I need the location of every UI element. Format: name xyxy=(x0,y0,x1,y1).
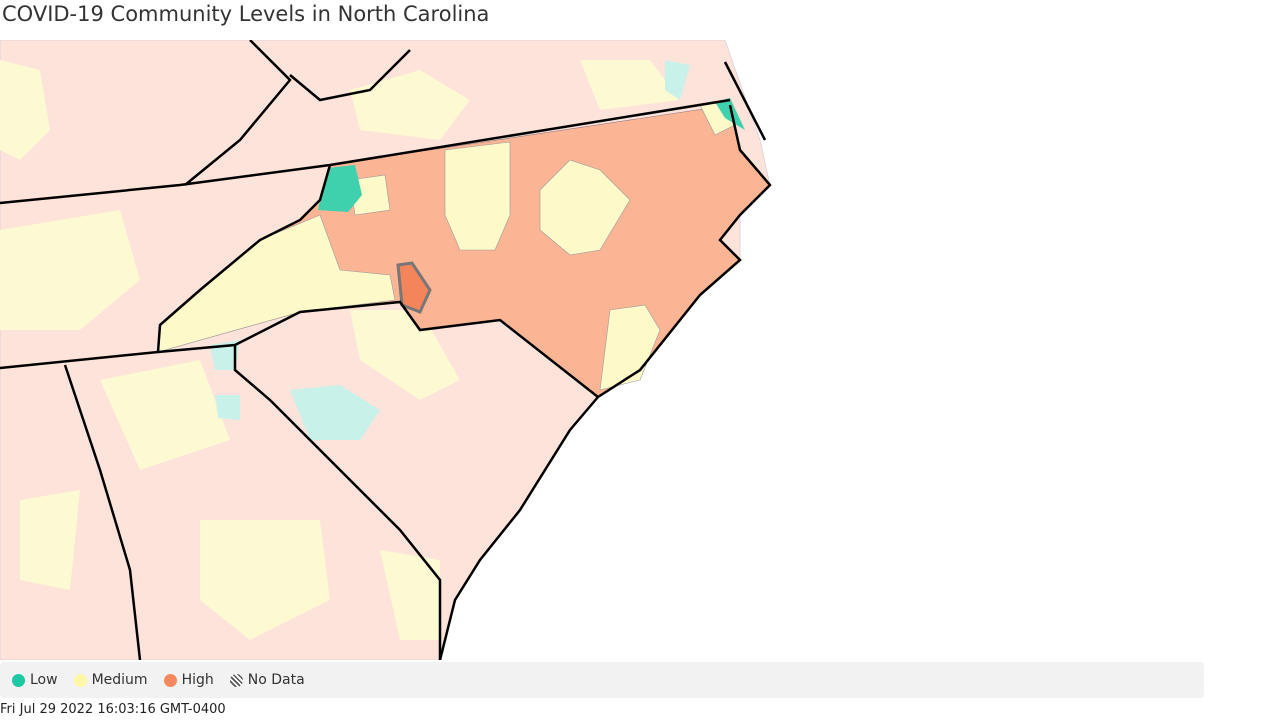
map-title: COVID-19 Community Levels in North Carol… xyxy=(2,2,490,26)
legend-swatch xyxy=(229,673,243,687)
nc-medium xyxy=(157,99,736,391)
legend-swatch xyxy=(12,673,25,687)
medium-patches xyxy=(0,60,680,640)
legend-label: No Data xyxy=(247,672,305,688)
legend-item[interactable]: High xyxy=(163,672,214,688)
legend-label: High xyxy=(181,672,214,688)
legend-item[interactable]: Low xyxy=(12,672,58,688)
legend-item[interactable]: No Data xyxy=(229,672,305,688)
legend-label: Low xyxy=(30,672,58,688)
legend-swatch xyxy=(163,673,177,687)
legend-label: Medium xyxy=(91,672,148,688)
legend: Low Medium High No Data xyxy=(0,662,1204,698)
state-borders xyxy=(0,40,772,660)
timestamp: Fri Jul 29 2022 16:03:16 GMT-0400 xyxy=(0,702,226,717)
map xyxy=(0,40,772,660)
legend-swatch xyxy=(73,673,87,687)
nc-high-county xyxy=(396,261,432,314)
legend-item[interactable]: Medium xyxy=(73,672,148,688)
nc-low xyxy=(318,98,745,212)
low-patches xyxy=(210,60,690,440)
